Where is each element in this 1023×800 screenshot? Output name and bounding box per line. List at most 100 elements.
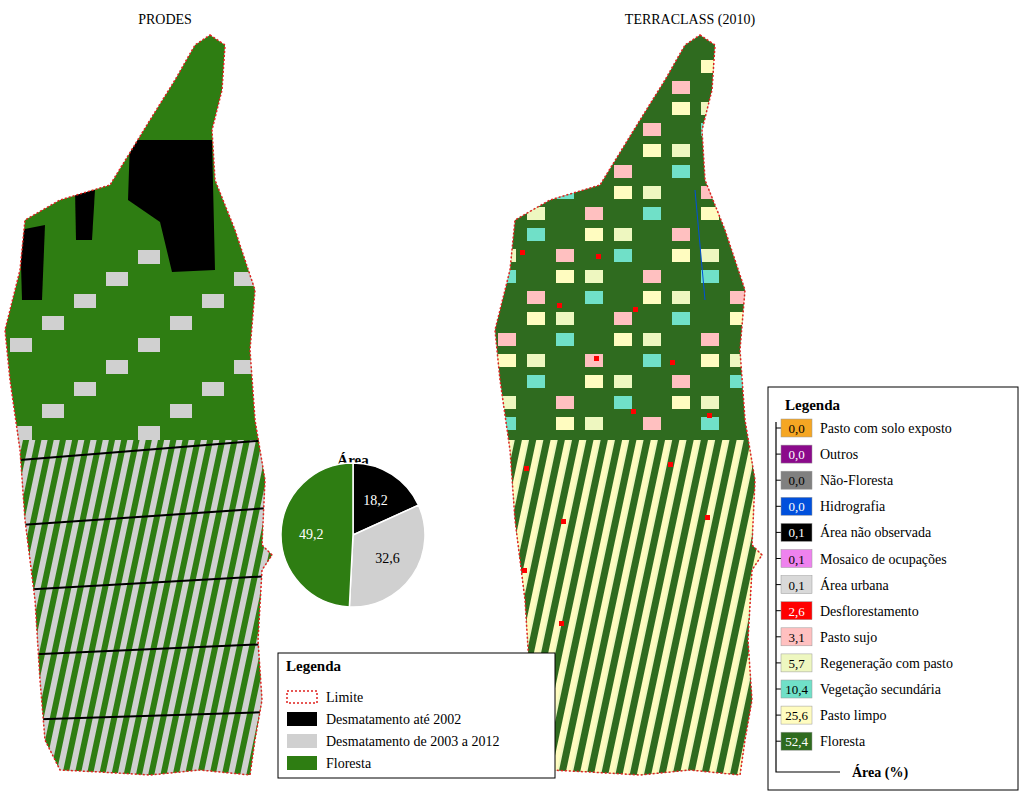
terraclass-legend: LegendaÁrea (%)0,0Pasto com solo exposto… [768, 387, 1018, 790]
land-use-patch [701, 333, 719, 346]
land-use-patch [643, 417, 661, 430]
legend-label: Área não observada [820, 524, 932, 540]
deforested-stripes [0, 440, 280, 790]
deforested-road [20, 508, 270, 525]
legend-label: Limite [326, 690, 363, 705]
river [695, 190, 705, 300]
land-use-patch [730, 291, 748, 304]
legend-value-box [781, 654, 812, 672]
deforested-road [20, 644, 270, 655]
pie [281, 463, 425, 607]
land-use-patch [701, 123, 719, 136]
legend-tick [776, 558, 781, 559]
deforestation-spot [631, 409, 636, 414]
land-use-patch [672, 228, 690, 241]
deforestation-spot [520, 250, 525, 255]
land-use-patch [527, 144, 545, 157]
land-use-patch [614, 228, 632, 241]
land-use-patch [527, 165, 545, 178]
land-use-patch [643, 291, 661, 304]
land-use-patch [585, 207, 603, 220]
deforested-patch [202, 382, 224, 396]
legend-tick [776, 428, 781, 429]
legend-label: Desflorestamento [820, 604, 919, 619]
land-use-patch [498, 417, 516, 430]
land-use-patch [585, 354, 603, 367]
land-use-patch [643, 60, 661, 73]
land-use-patch [556, 165, 574, 178]
land-use-patch [672, 291, 690, 304]
legend-box [768, 387, 1018, 790]
legend-tick [776, 636, 781, 637]
land-use-patch [527, 60, 545, 73]
deforested-patch [106, 360, 128, 374]
legend-label: Mosaico de ocupações [820, 552, 947, 567]
deforested-patch [170, 404, 192, 418]
legend-title: Legenda [286, 658, 342, 674]
land-use-patch [643, 270, 661, 283]
land-use-patch [556, 249, 574, 262]
deforested-patch [74, 382, 96, 396]
land-use-patch [614, 333, 632, 346]
deforested-patch [42, 316, 64, 330]
land-use-patch [585, 123, 603, 136]
deforested-old [128, 140, 215, 272]
deforested-road [20, 440, 270, 460]
land-use-patch [585, 144, 603, 157]
deforested-patch [202, 294, 224, 308]
deforested-patch [138, 338, 160, 352]
legend-value-box [781, 419, 812, 437]
legend-swatch [287, 756, 317, 770]
land-use-patch [527, 81, 545, 94]
deforested-old [20, 225, 45, 300]
land-use-patch [614, 81, 632, 94]
land-use-patch [498, 123, 516, 136]
land-use-patch [701, 102, 719, 115]
forest-area [0, 30, 280, 790]
deforestation-spot [522, 568, 527, 573]
deforestation-spot [561, 519, 566, 524]
land-use-patch [527, 207, 545, 220]
deforestation-spot [559, 621, 564, 626]
legend-value: 0,1 [788, 525, 804, 540]
land-use-patch [498, 60, 516, 73]
legend-tick [776, 715, 781, 716]
deforestation-spot [524, 466, 529, 471]
land-use-patch [672, 144, 690, 157]
deforestation-spot [596, 254, 601, 259]
land-use-patch [730, 312, 748, 325]
legend-label: Regeneração com pasto [820, 656, 953, 671]
legend-value-box [781, 680, 812, 698]
land-use-patch [730, 228, 748, 241]
land-use-patch [585, 228, 603, 241]
legend-label: Pasto sujo [820, 630, 877, 645]
deforestation-spot [705, 515, 710, 520]
legend-tick [776, 506, 781, 507]
legend-swatch [287, 712, 317, 726]
legend-tick [776, 689, 781, 690]
land-use-patch [701, 417, 719, 430]
legend-tick [776, 454, 781, 455]
deforested-road [20, 712, 270, 720]
legend-value-box [781, 706, 812, 724]
land-use-patch [585, 270, 603, 283]
land-use-patch [614, 249, 632, 262]
land-use-patch [556, 396, 574, 409]
map-title: PRODES [138, 12, 192, 27]
legend-label: Desmatamento até 2002 [326, 712, 461, 727]
land-use-patch [701, 186, 719, 199]
land-use-patch [498, 396, 516, 409]
pie-slice [281, 463, 353, 607]
land-use-patch [730, 207, 748, 220]
legend-value: 0,1 [788, 578, 804, 593]
land-use-patch [498, 102, 516, 115]
boundary [5, 35, 272, 775]
legend-tick [776, 610, 781, 611]
legend-label: Outros [820, 447, 858, 462]
deforested-patch [138, 426, 160, 440]
legend-value: 0,0 [788, 421, 804, 436]
pie-labels: 18,232,649,2 [299, 493, 400, 567]
deforested-road [20, 576, 270, 590]
legend-label: Pasto limpo [820, 708, 887, 723]
legend-label: Área urbana [820, 577, 890, 593]
